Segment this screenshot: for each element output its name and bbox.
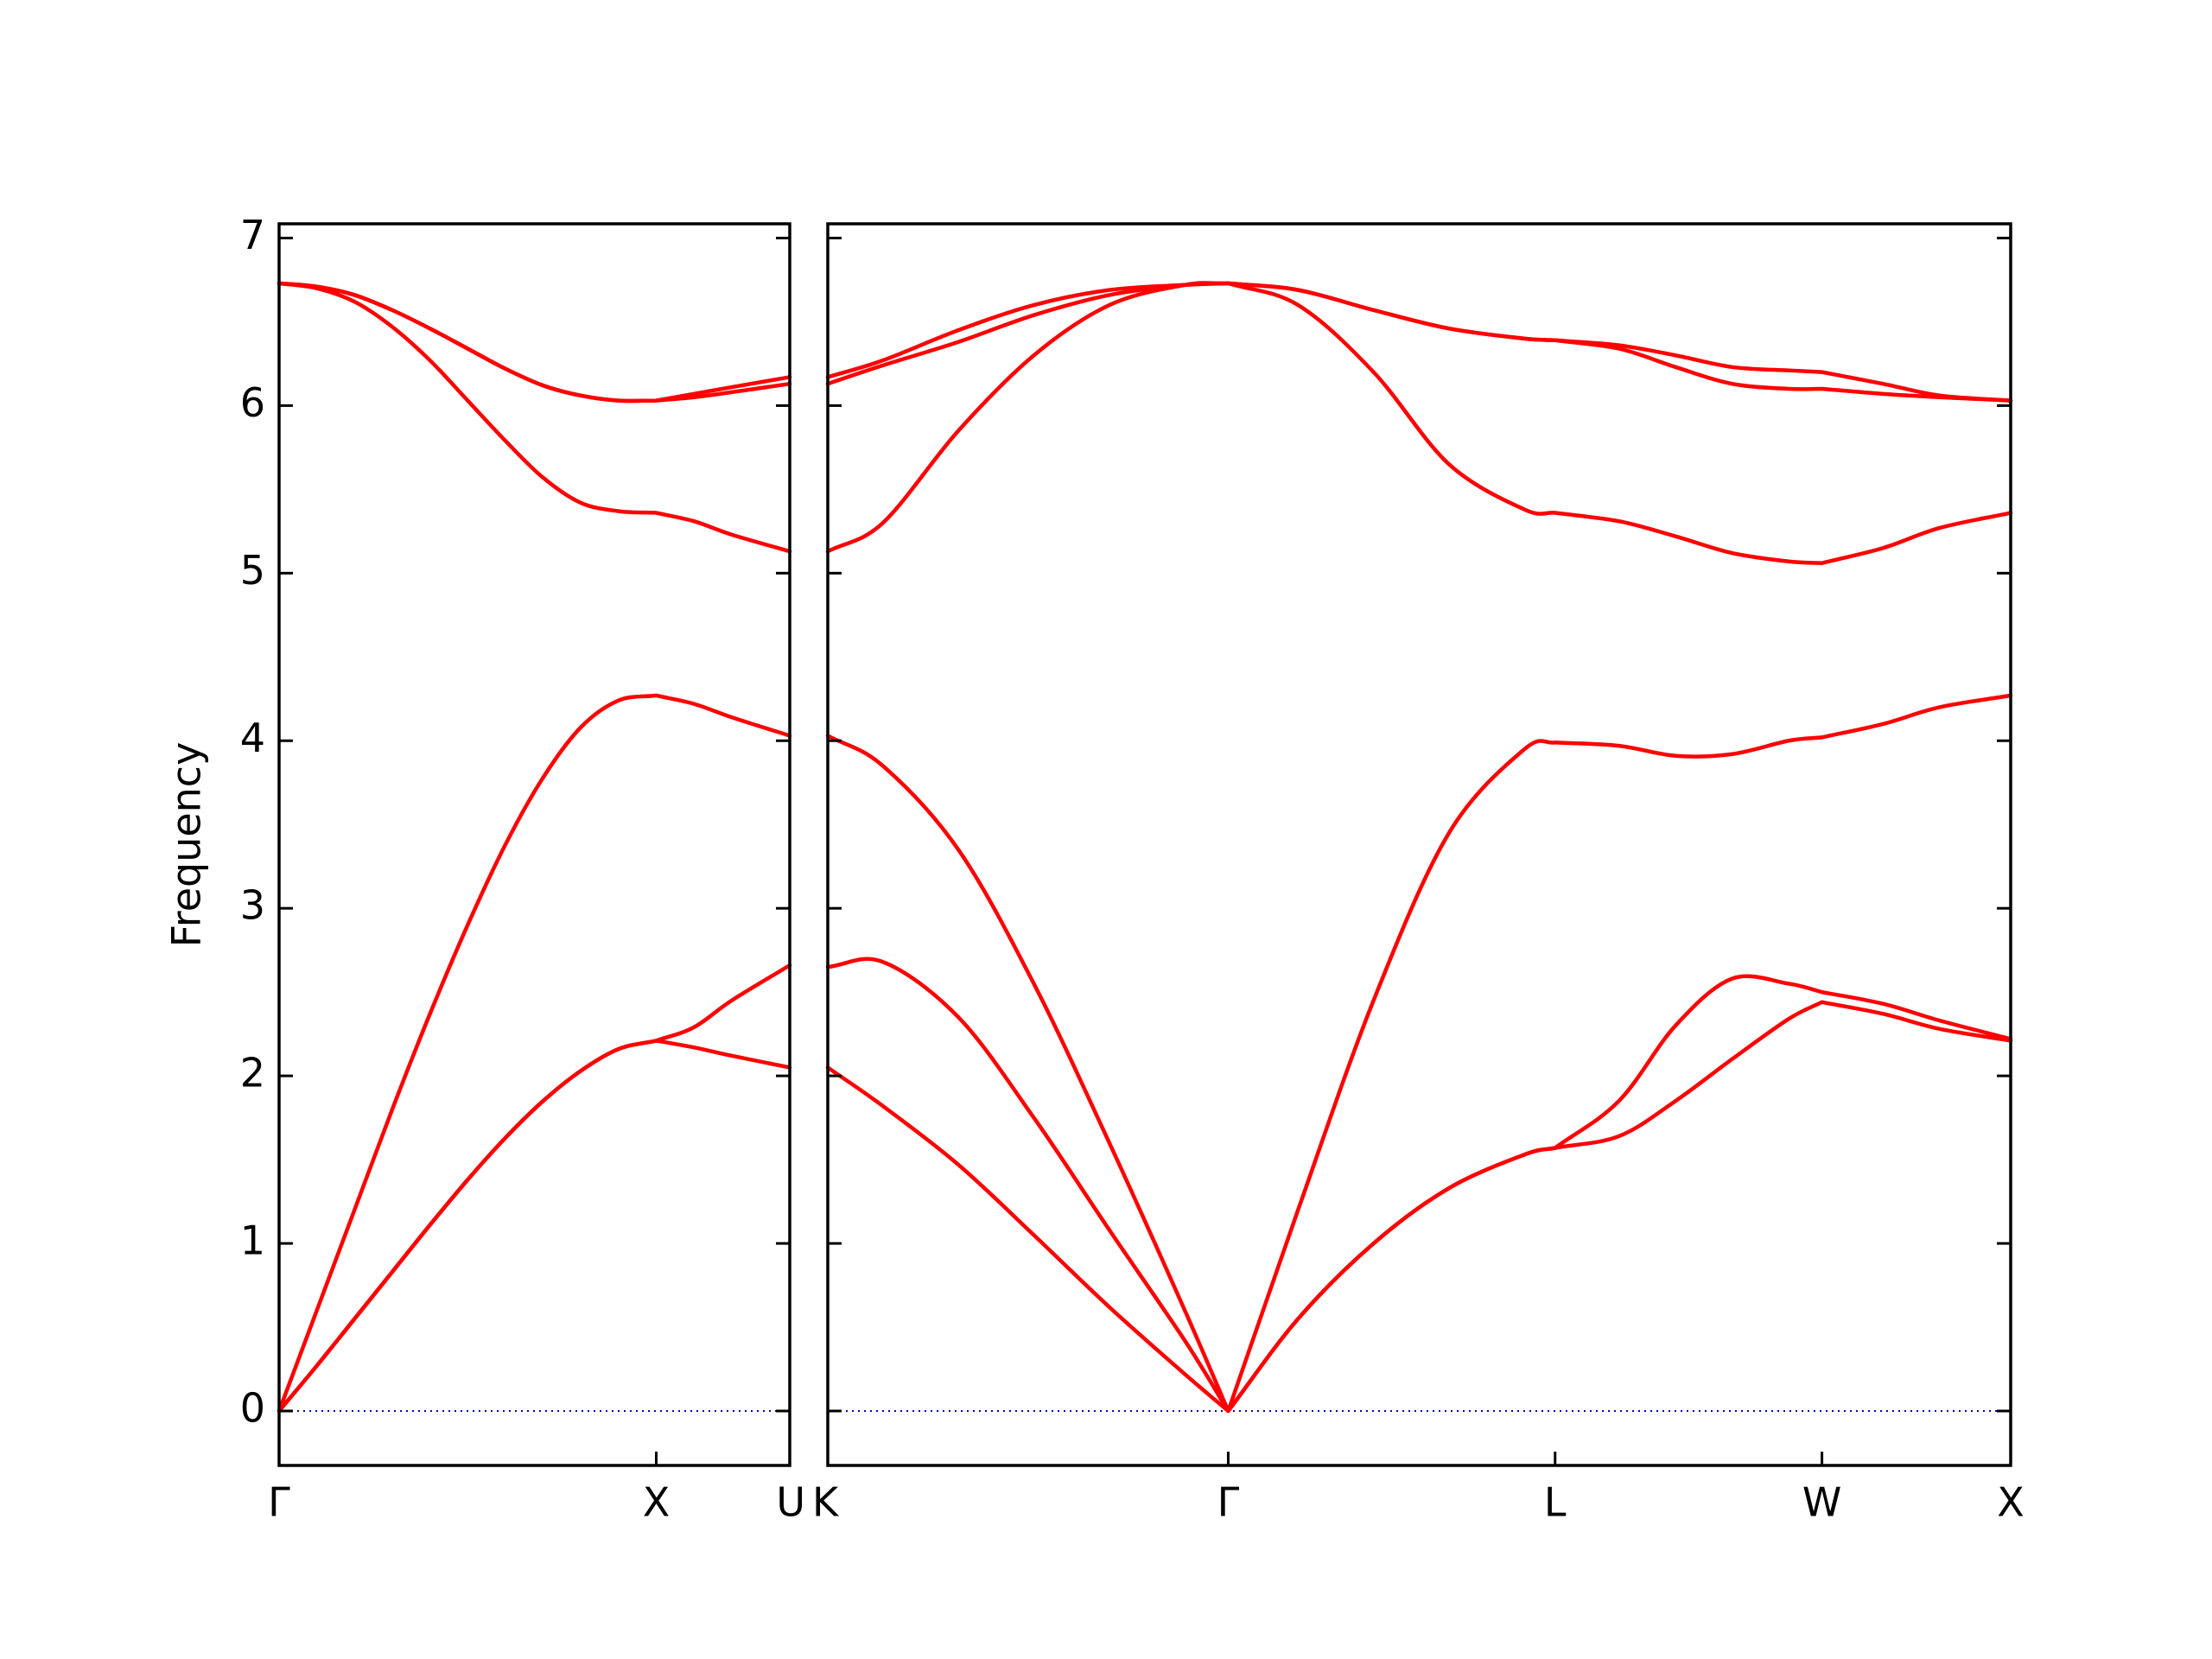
x-tick-label: Γ: [268, 1479, 290, 1526]
phonon-band: [276, 963, 792, 1414]
x-tick-label: L: [1544, 1479, 1567, 1526]
x-tick-label: X: [643, 1479, 671, 1526]
y-tick-label: 0: [240, 1384, 265, 1431]
x-tick-label: W: [1802, 1479, 1841, 1526]
y-axis-label: Frequency: [163, 742, 210, 948]
axes-frame: [826, 222, 2012, 1467]
y-tick-label: 4: [240, 715, 265, 761]
x-tick-label: Γ: [1217, 1479, 1240, 1526]
phonon-band: [825, 957, 2013, 1414]
x-tick-label: U: [776, 1479, 805, 1526]
y-tick-label: 2: [240, 1050, 265, 1096]
phonon-band: [825, 281, 2013, 403]
y-tick-label: 7: [240, 212, 265, 258]
phonon-band: [276, 281, 792, 404]
y-tick-label: 3: [240, 882, 265, 929]
axes-frame: [277, 222, 791, 1467]
y-tick-label: 6: [240, 379, 265, 426]
phonon-band: [825, 693, 2013, 1414]
y-tick-label: 1: [240, 1217, 265, 1264]
y-tick-label: 5: [240, 547, 265, 594]
x-tick-label: K: [812, 1479, 840, 1526]
phonon-band: [276, 1039, 792, 1414]
phonon-band: [825, 281, 2013, 565]
phonon-band: [276, 281, 792, 554]
phonon-band: [276, 693, 792, 1414]
x-tick-label: X: [1997, 1479, 2024, 1526]
